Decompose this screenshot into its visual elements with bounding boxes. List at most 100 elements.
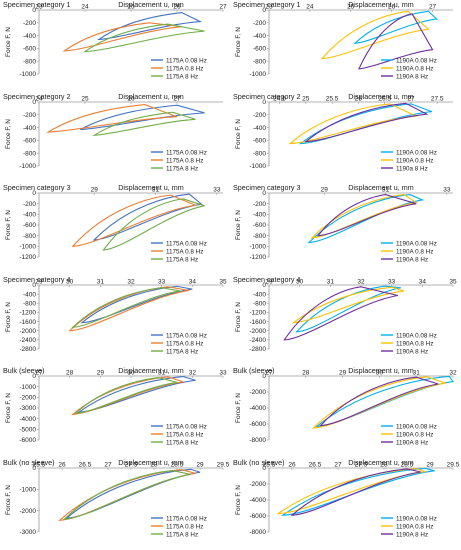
- series-loop-3: [304, 102, 429, 142]
- chart-y-label: Force F, N: [5, 210, 12, 240]
- legend-entry: 1175A 0.8 Hz: [166, 157, 203, 164]
- y-tick-label: -2000: [19, 507, 36, 514]
- legend-entry: 1175A 0.8 Hz: [166, 431, 203, 438]
- x-tick-label: 26.5: [378, 95, 391, 102]
- series-loop-2: [311, 376, 446, 429]
- y-tick-label: -1000: [19, 163, 36, 170]
- x-tick-label: 26.5: [309, 461, 322, 468]
- x-tick-label: 27: [219, 4, 227, 11]
- y-tick-label: -800: [23, 300, 36, 307]
- y-tick-label: -6000: [249, 513, 266, 520]
- legend-entry: 1175A 0.08 Hz: [166, 57, 207, 64]
- series-loop-3: [319, 376, 439, 427]
- chart-svg: Bulk (sleeve) Displacement u, mm Force F, …: [3, 366, 227, 446]
- legend-entry: 1175A 0.08 Hz: [166, 149, 207, 156]
- series-loop-3: [83, 23, 205, 53]
- chart-axis-title: Displacement u, mm: [348, 458, 414, 467]
- x-tick-label: 25: [302, 95, 310, 102]
- legend-entry: 1190A 8 Hz: [396, 531, 428, 538]
- y-tick-label: -200: [253, 112, 266, 119]
- chart-svg: Bulk (no sleeve) Displacement u, mm Force …: [233, 458, 460, 538]
- legend-entry: 1190A 8 Hz: [396, 348, 428, 355]
- y-tick-label: -6000: [249, 421, 266, 428]
- x-tick-label: 27: [173, 95, 181, 102]
- series-loop-1: [353, 10, 438, 44]
- chart-panel-9: Bulk (sleeve) Displacement u, mm Force F, …: [1, 366, 231, 457]
- y-tick-label: 0: [32, 373, 36, 380]
- x-tick-label: 26.5: [79, 461, 92, 468]
- x-tick-label: 27: [104, 461, 112, 468]
- y-tick-label: -1000: [19, 71, 36, 78]
- chart-axis-title: Displacement u, mm: [118, 366, 184, 375]
- x-tick-label: 26: [127, 95, 135, 102]
- chart-category-label: Specimen category 2: [233, 92, 301, 101]
- y-tick-label: -2400: [249, 337, 266, 344]
- x-tick-label: 27.5: [431, 95, 444, 102]
- legend-entry: 1190A 0.8 Hz: [396, 65, 433, 72]
- chart-category-label: Specimen category 4: [3, 275, 71, 284]
- y-tick-label: 0: [262, 373, 266, 380]
- chart-panel-1: Specimen category 1 Displacement u, mm For…: [1, 0, 231, 91]
- y-tick-label: -800: [23, 150, 36, 157]
- y-tick-label: -5000: [19, 427, 36, 434]
- chart-axis-title: Displacement u, mm: [348, 183, 414, 192]
- chart-axis-title: Displacement u, mm: [118, 458, 184, 467]
- x-tick-label: 32: [127, 278, 135, 285]
- y-tick-label: -1600: [249, 318, 266, 325]
- y-tick-label: -400: [253, 33, 266, 40]
- chart-axis-title: Displacement u, mm: [348, 0, 414, 9]
- legend-entry: 1190A 0.8 Hz: [396, 340, 433, 347]
- series-loop-2: [71, 376, 184, 416]
- x-tick-label: 32: [189, 370, 197, 377]
- y-tick-label: -200: [23, 20, 36, 27]
- y-tick-label: -600: [253, 46, 266, 53]
- y-tick-label: -200: [253, 201, 266, 208]
- series-loop-3: [71, 286, 181, 328]
- chart-panel-3: Specimen category 2 Displacement u, mm For…: [1, 92, 231, 183]
- legend-entry: 1175A 0.8 Hz: [166, 523, 203, 530]
- y-tick-label: -8000: [249, 529, 266, 536]
- y-tick-label: -1000: [19, 384, 36, 391]
- legend-entry: 1190A 0.08 Hz: [396, 423, 437, 430]
- x-tick-label: 29: [339, 370, 347, 377]
- y-tick-label: -2000: [249, 327, 266, 334]
- series-loop-3: [102, 198, 205, 251]
- chart-svg: Specimen category 4 Force F, N 29 30 31 32 33 3…: [3, 275, 227, 355]
- x-tick-label: 30: [376, 370, 384, 377]
- y-tick-label: -800: [253, 150, 266, 157]
- chart-svg: Specimen category 3 Displacement u, mm For…: [233, 183, 453, 263]
- x-tick-label: 27: [407, 95, 415, 102]
- series-loop-1: [77, 375, 196, 413]
- legend-entry: 1190A 0.08 Hz: [396, 149, 437, 156]
- chart-axis-title: Displacement u, mm: [348, 92, 414, 101]
- y-tick-label: 0: [32, 465, 36, 472]
- series-loop-2: [320, 10, 430, 60]
- x-tick-label: 30: [127, 370, 135, 377]
- y-tick-label: -200: [23, 112, 36, 119]
- x-tick-label: 24.5: [273, 95, 286, 102]
- legend-entry: 1190a 8 Hz: [396, 165, 428, 172]
- chart-axis-title: Displacement u, mm: [348, 366, 414, 375]
- y-tick-label: -8000: [249, 437, 266, 444]
- x-tick-label: 29: [35, 278, 43, 285]
- y-tick-label: -1200: [249, 254, 266, 261]
- legend-entry: 1190A 0.08 Hz: [396, 332, 437, 339]
- series-loop-3: [283, 285, 398, 340]
- chart-svg: Specimen category 4 Force F, N 29 30 31 32 33 3…: [233, 275, 457, 355]
- x-tick-label: 31: [158, 370, 166, 377]
- x-tick-label: 26: [288, 461, 296, 468]
- y-tick-label: -800: [23, 58, 36, 65]
- series-loop-1: [307, 194, 425, 244]
- y-tick-label: -400: [253, 124, 266, 131]
- chart-category-label: Specimen category 1: [233, 0, 301, 9]
- x-tick-label: 31: [97, 278, 105, 285]
- chart-svg: Specimen category 3 Displacement u, mm For…: [3, 183, 223, 263]
- y-tick-label: -1000: [19, 244, 36, 251]
- chart-y-label: Force F, N: [235, 210, 242, 240]
- x-tick-label: 32: [357, 278, 365, 285]
- y-tick-label: 0: [32, 190, 36, 197]
- chart-panel-5: Specimen category 3 Displacement u, mm For…: [1, 183, 231, 274]
- x-tick-label: 25.5: [326, 95, 339, 102]
- x-tick-label: 28: [150, 461, 158, 468]
